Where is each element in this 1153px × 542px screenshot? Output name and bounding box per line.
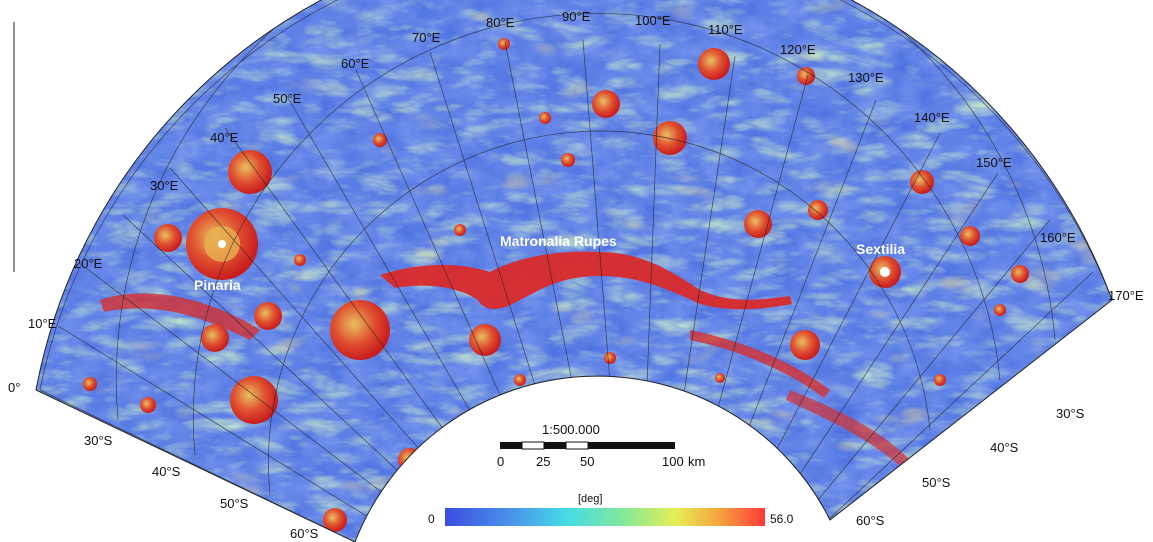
lon-label-170e: 170°E: [1108, 288, 1144, 303]
lon-label-40e: 40°E: [210, 130, 239, 145]
map-outline: [35, 0, 1113, 542]
colorbar-min: 0: [428, 512, 435, 526]
scale-tick-50: 50: [580, 454, 594, 469]
lat-label-left-30s: 30°S: [84, 433, 113, 448]
pinaria-marker: [218, 240, 226, 248]
lon-label-160e: 160°E: [1040, 230, 1076, 245]
lat-label-left-50s: 50°S: [220, 496, 249, 511]
feature-label-matronalia-rupes: Matronalia Rupes: [500, 233, 617, 249]
sextilia-marker: [880, 267, 890, 277]
lon-label-80e: 80°E: [486, 15, 515, 30]
lon-label-30e: 30°E: [150, 178, 179, 193]
lon-label-110e: 110°E: [708, 22, 743, 37]
graticule: [39, 0, 1112, 542]
lon-label-140e: 140°E: [914, 110, 950, 125]
scale-ratio: 1:500.000: [542, 422, 600, 437]
lon-label-120e: 120°E: [780, 42, 816, 57]
lat-label-right-60s: 60°S: [856, 513, 885, 528]
colorbar-title: [deg]: [578, 493, 602, 505]
lon-label-70e: 70°E: [412, 30, 441, 45]
lon-label-50e: 50°E: [273, 91, 302, 106]
lat-label-right-30s: 30°S: [1056, 406, 1085, 421]
lon-label-20e: 20°E: [74, 256, 103, 271]
scale-tick-0: 0: [497, 454, 504, 469]
lon-label-130e: 130°E: [848, 70, 884, 85]
scale-unit: km: [688, 454, 705, 469]
feature-label-sextilia: Sextilia: [856, 241, 905, 257]
lat-label-right-50s: 50°S: [922, 475, 951, 490]
colorbar-max: 56.0: [770, 512, 794, 526]
lat-label-left-40s: 40°S: [152, 464, 181, 479]
feature-label-pinaria: Pinaria: [194, 277, 241, 293]
lon-label-60e: 60°E: [341, 56, 370, 71]
lon-label-90e: 90°E: [562, 9, 591, 24]
lon-label-10e: 10°E: [28, 316, 57, 331]
colorbar-gradient: [445, 508, 765, 526]
scale-tick-25: 25: [536, 454, 550, 469]
lon-label-0: 0°: [8, 380, 20, 395]
colorbar: [deg] 0 56.0: [428, 493, 794, 526]
lon-label-150e: 150°E: [976, 155, 1012, 170]
lat-label-right-40s: 40°S: [990, 440, 1019, 455]
scale-tick-100: 100: [662, 454, 684, 469]
lat-label-left-60s: 60°S: [290, 526, 319, 541]
scale-bar: 1:500.000 0 25 50 100 km: [497, 422, 705, 469]
scarp-matronalia-rupes: [380, 251, 792, 310]
lon-label-100e: 100°E: [635, 13, 671, 28]
